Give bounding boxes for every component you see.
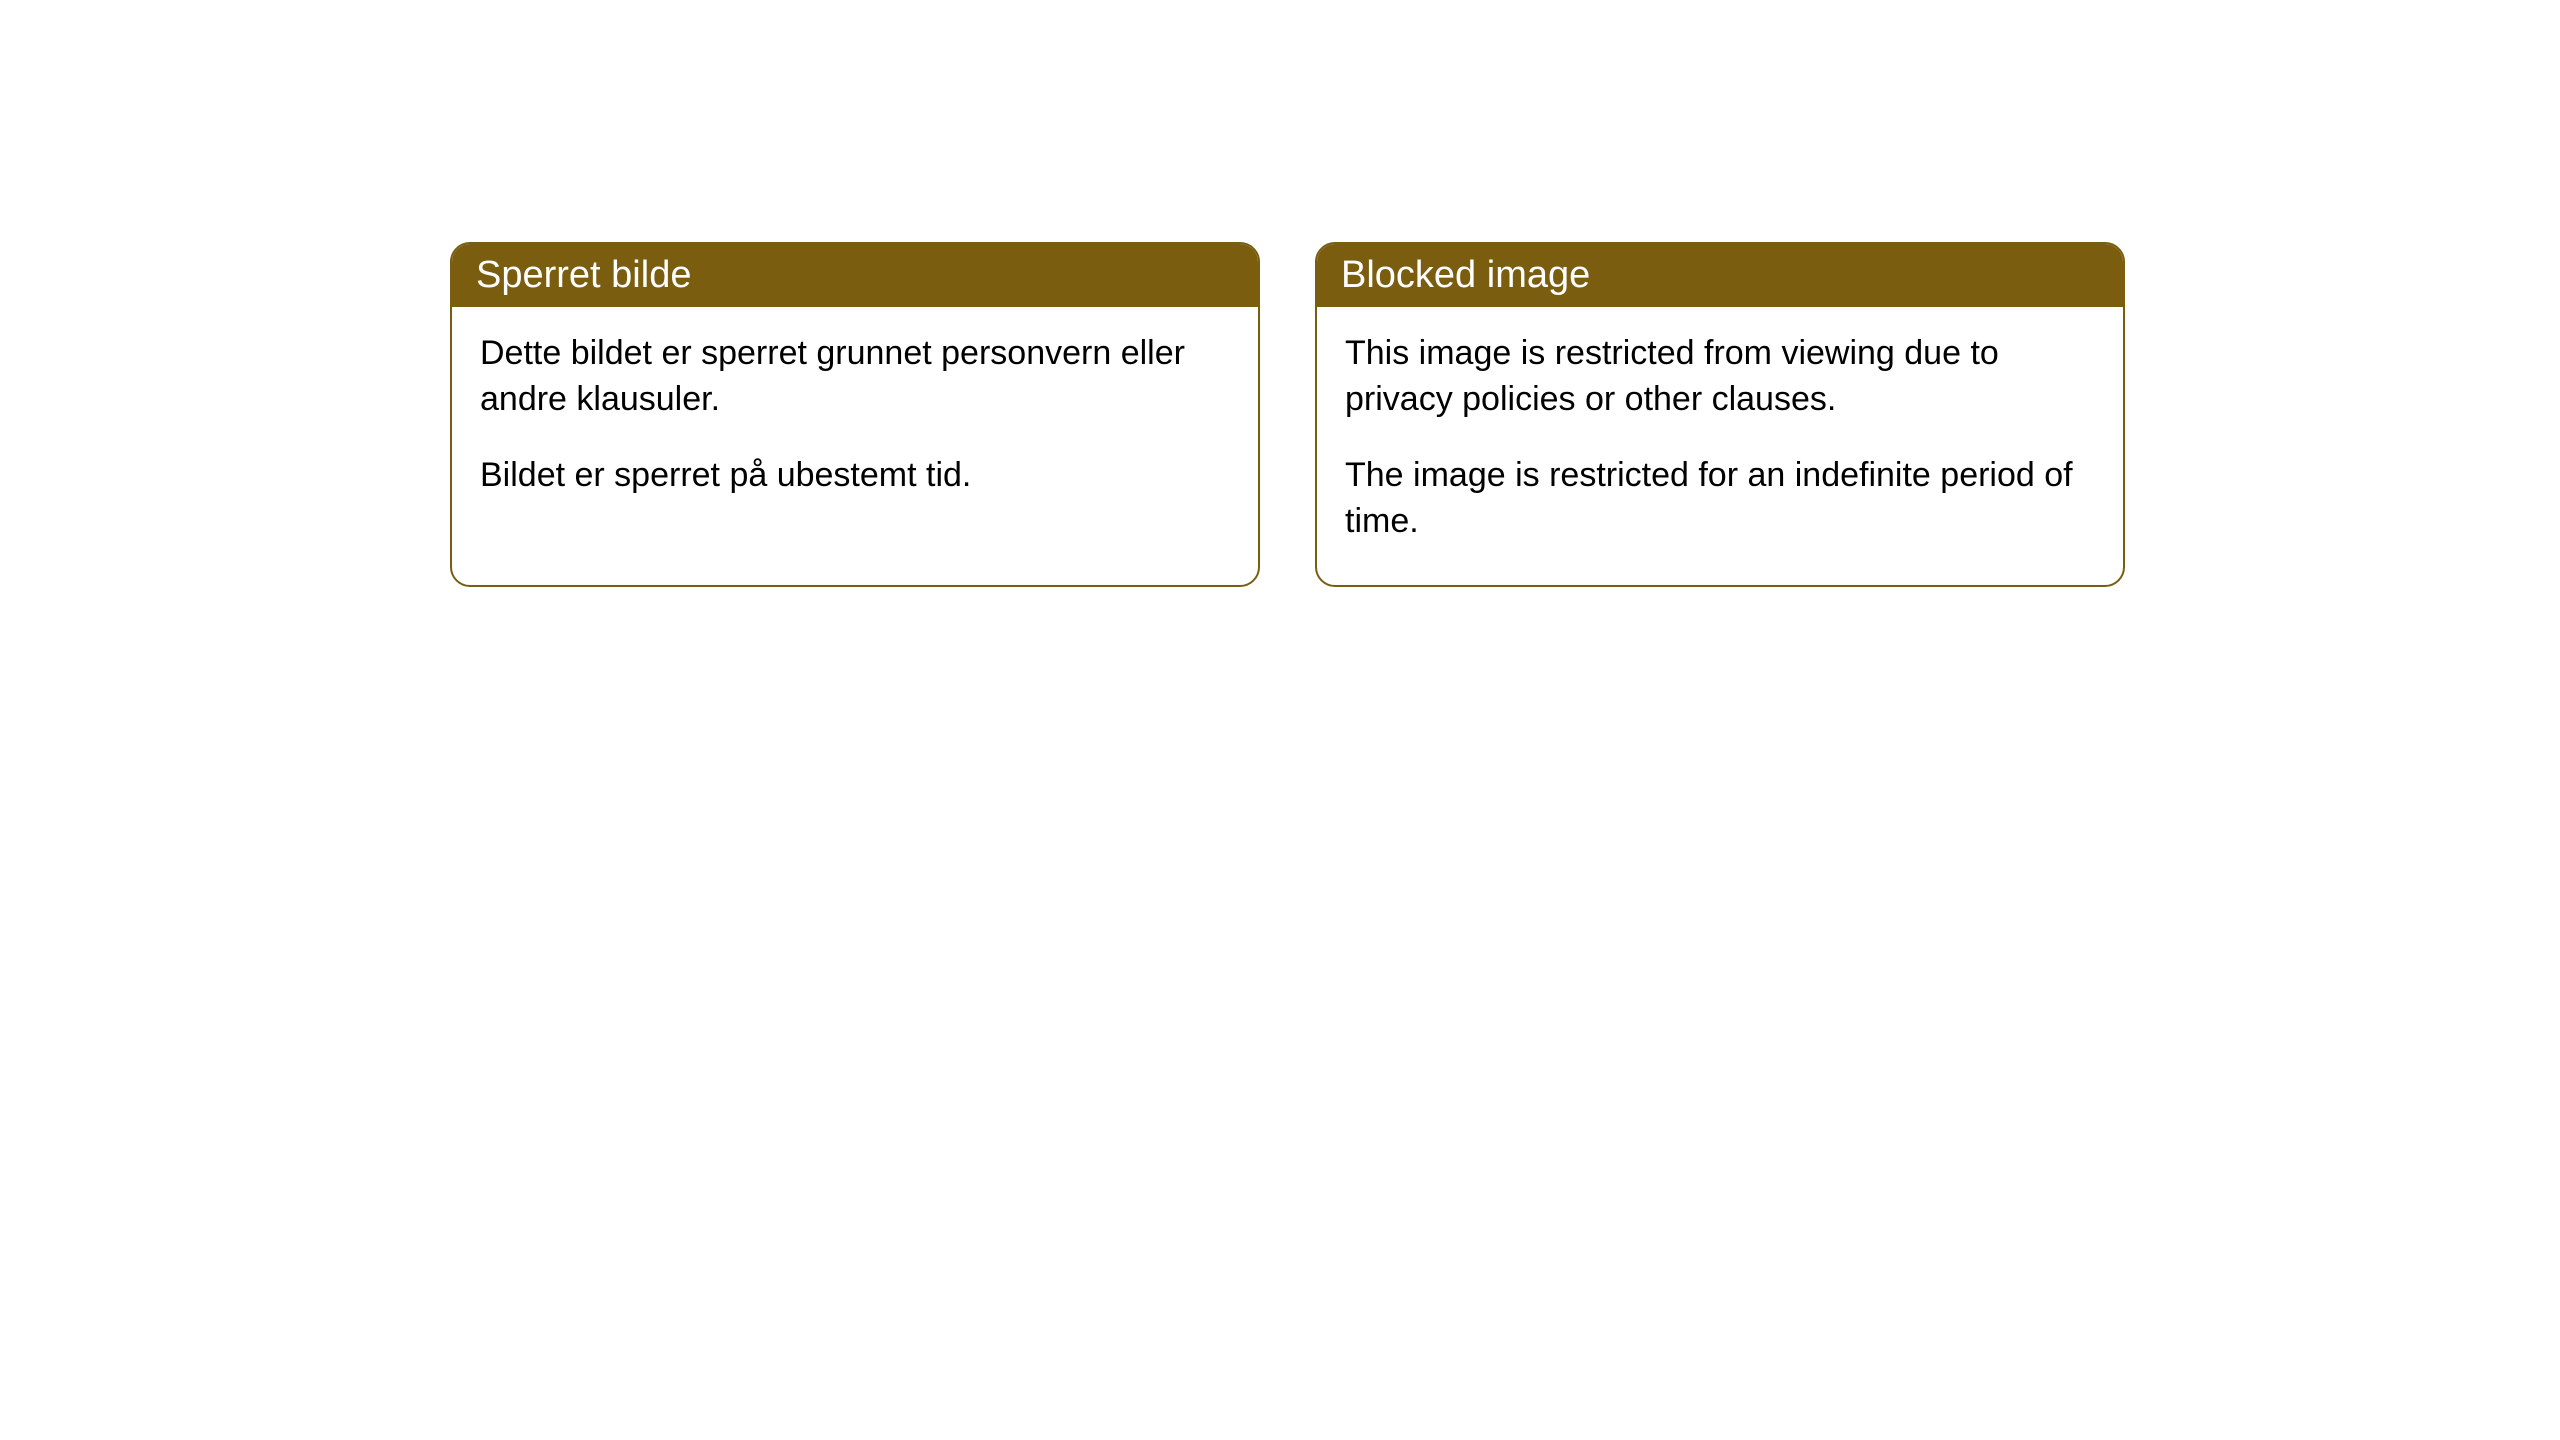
notice-container: Sperret bilde Dette bildet er sperret gr… (450, 242, 2125, 587)
notice-header-english: Blocked image (1317, 244, 2123, 307)
notice-box-norwegian: Sperret bilde Dette bildet er sperret gr… (450, 242, 1260, 587)
notice-paragraph: Dette bildet er sperret grunnet personve… (480, 331, 1230, 423)
notice-body-norwegian: Dette bildet er sperret grunnet personve… (452, 307, 1258, 539)
notice-paragraph: The image is restricted for an indefinit… (1345, 453, 2095, 545)
notice-body-english: This image is restricted from viewing du… (1317, 307, 2123, 585)
notice-box-english: Blocked image This image is restricted f… (1315, 242, 2125, 587)
notice-paragraph: This image is restricted from viewing du… (1345, 331, 2095, 423)
notice-paragraph: Bildet er sperret på ubestemt tid. (480, 453, 1230, 499)
notice-header-norwegian: Sperret bilde (452, 244, 1258, 307)
